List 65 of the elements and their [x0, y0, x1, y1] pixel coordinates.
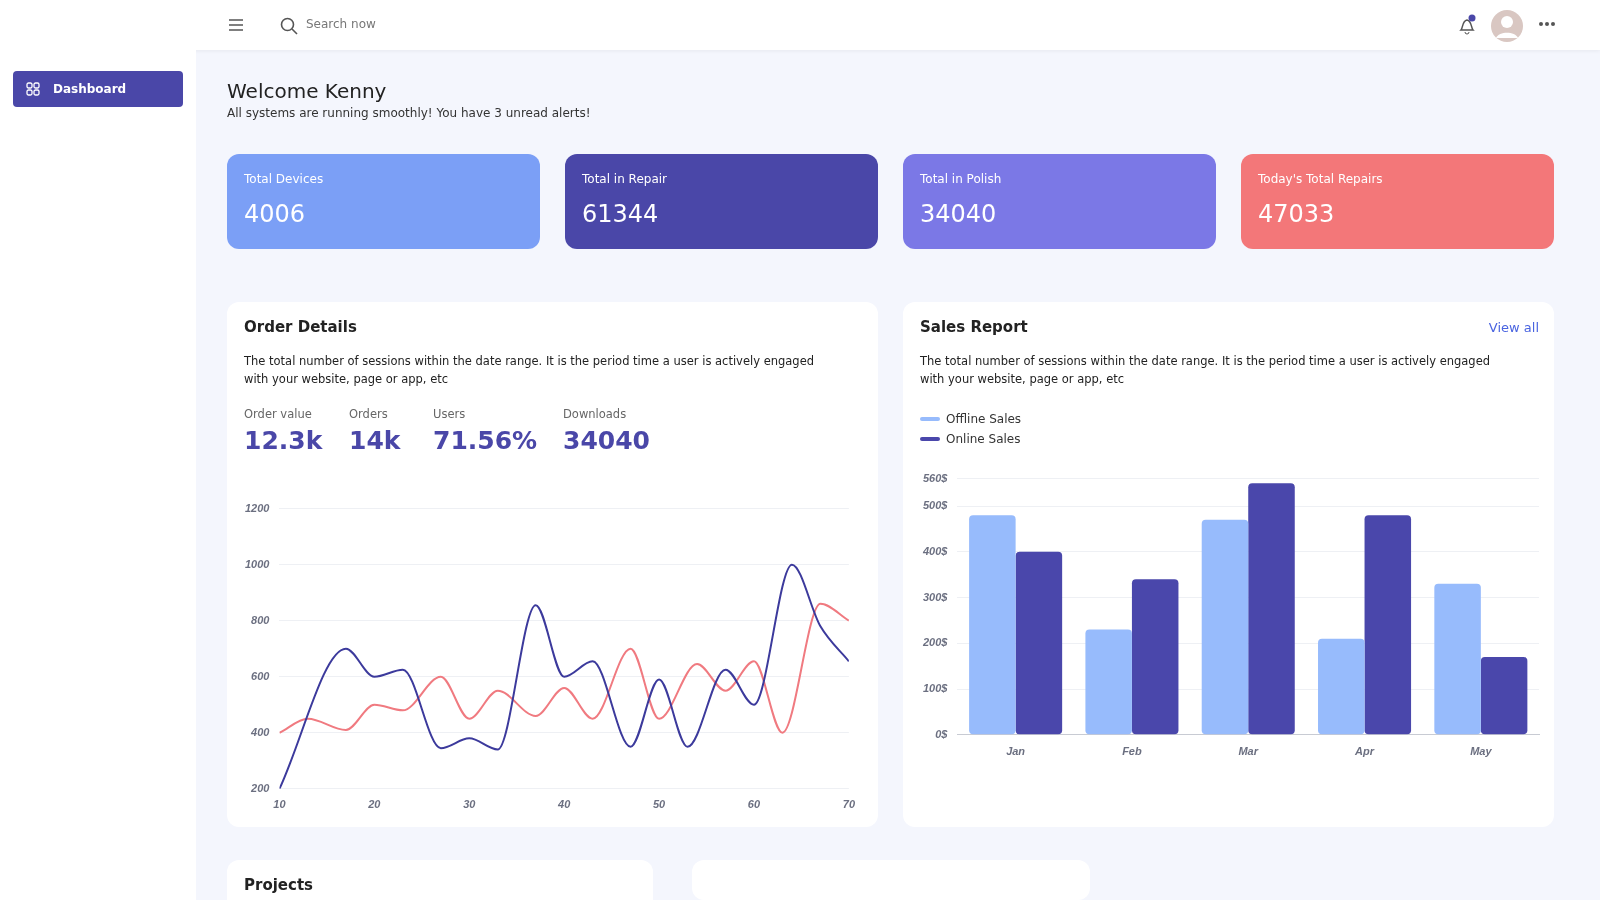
- bar: [969, 515, 1016, 735]
- line-series: [279, 563, 849, 789]
- chart-title: Sales Report: [920, 318, 1028, 336]
- y-tick-label: 560$: [922, 471, 949, 484]
- x-tick-label: 10: [273, 798, 287, 811]
- text: View all: [1487, 320, 1539, 335]
- text: 12.3k: [244, 426, 323, 455]
- category-label: Total in Repair: [582, 172, 668, 186]
- bar: [1318, 638, 1365, 735]
- y-tick-label: 1200: [244, 501, 271, 514]
- text: 34040: [563, 426, 650, 455]
- text: Order value: [244, 407, 312, 421]
- y-tick-label: 300$: [922, 590, 949, 603]
- x-tick-label: May: [1470, 745, 1493, 758]
- text: 14k: [349, 426, 401, 455]
- y-tick-label: 1000: [244, 557, 271, 570]
- text: Dashboard: [53, 82, 127, 96]
- data-label: 34040: [920, 200, 997, 228]
- legend-label: Online Sales: [946, 432, 1021, 446]
- x-tick-label: Feb: [1122, 745, 1142, 758]
- legend-label: Offline Sales: [946, 412, 1022, 426]
- x-tick-label: 70: [842, 798, 856, 811]
- y-tick-label: 200$: [921, 636, 949, 649]
- y-tick-label: 400: [250, 725, 271, 738]
- bar: [1015, 551, 1063, 735]
- text: Downloads: [563, 407, 627, 421]
- data-label: 47033: [1258, 200, 1335, 228]
- x-tick-label: 40: [557, 798, 572, 811]
- x-tick-label: Apr: [1354, 745, 1375, 758]
- x-tick-label: 60: [747, 798, 761, 811]
- y-tick-label: 600: [251, 669, 271, 682]
- line-series: [279, 602, 849, 734]
- chart-title: Order Details: [244, 318, 357, 336]
- text: All systems are running smoothly! You have 3 unread alerts!: [227, 106, 591, 120]
- text: Users: [433, 407, 466, 421]
- x-tick-label: 30: [463, 798, 477, 811]
- bar: [1248, 483, 1295, 735]
- chart-subtitle: The total number of sessions within the date range. It is the period time a user is actively engaged with your website, page or app, etc: [920, 353, 1492, 388]
- category-label: Total in Polish: [920, 172, 1002, 186]
- bar: [1131, 579, 1179, 735]
- y-tick-label: 100$: [922, 682, 949, 695]
- text: Search now: [306, 17, 376, 31]
- bar: [1434, 583, 1481, 735]
- y-tick-label: 200: [250, 781, 271, 794]
- x-tick-label: Mar: [1238, 745, 1259, 758]
- bar: [1364, 515, 1412, 735]
- data-label: 4006: [244, 200, 306, 228]
- bar: [1201, 519, 1249, 735]
- text: Projects: [244, 876, 314, 894]
- text: Welcome Kenny: [227, 79, 387, 103]
- x-tick-label: 50: [652, 798, 667, 811]
- text: 71.56%: [433, 426, 538, 455]
- y-tick-label: 400$: [921, 544, 949, 557]
- bar: [1480, 657, 1528, 735]
- text: Orders: [349, 407, 388, 421]
- y-tick-label: 800: [251, 613, 271, 626]
- category-label: Total Devices: [244, 172, 324, 186]
- y-tick-label: 500$: [922, 499, 949, 512]
- category-label: Today's Total Repairs: [1258, 172, 1383, 186]
- bar: [1085, 629, 1132, 735]
- data-label: 61344: [582, 200, 659, 228]
- x-tick-label: Jan: [1006, 745, 1026, 758]
- y-tick-label: 0$: [935, 727, 949, 740]
- chart-subtitle: The total number of sessions within the date range. It is the period time a user is actively engaged with your website, page or app, etc: [244, 353, 816, 388]
- x-tick-label: 20: [367, 798, 382, 811]
